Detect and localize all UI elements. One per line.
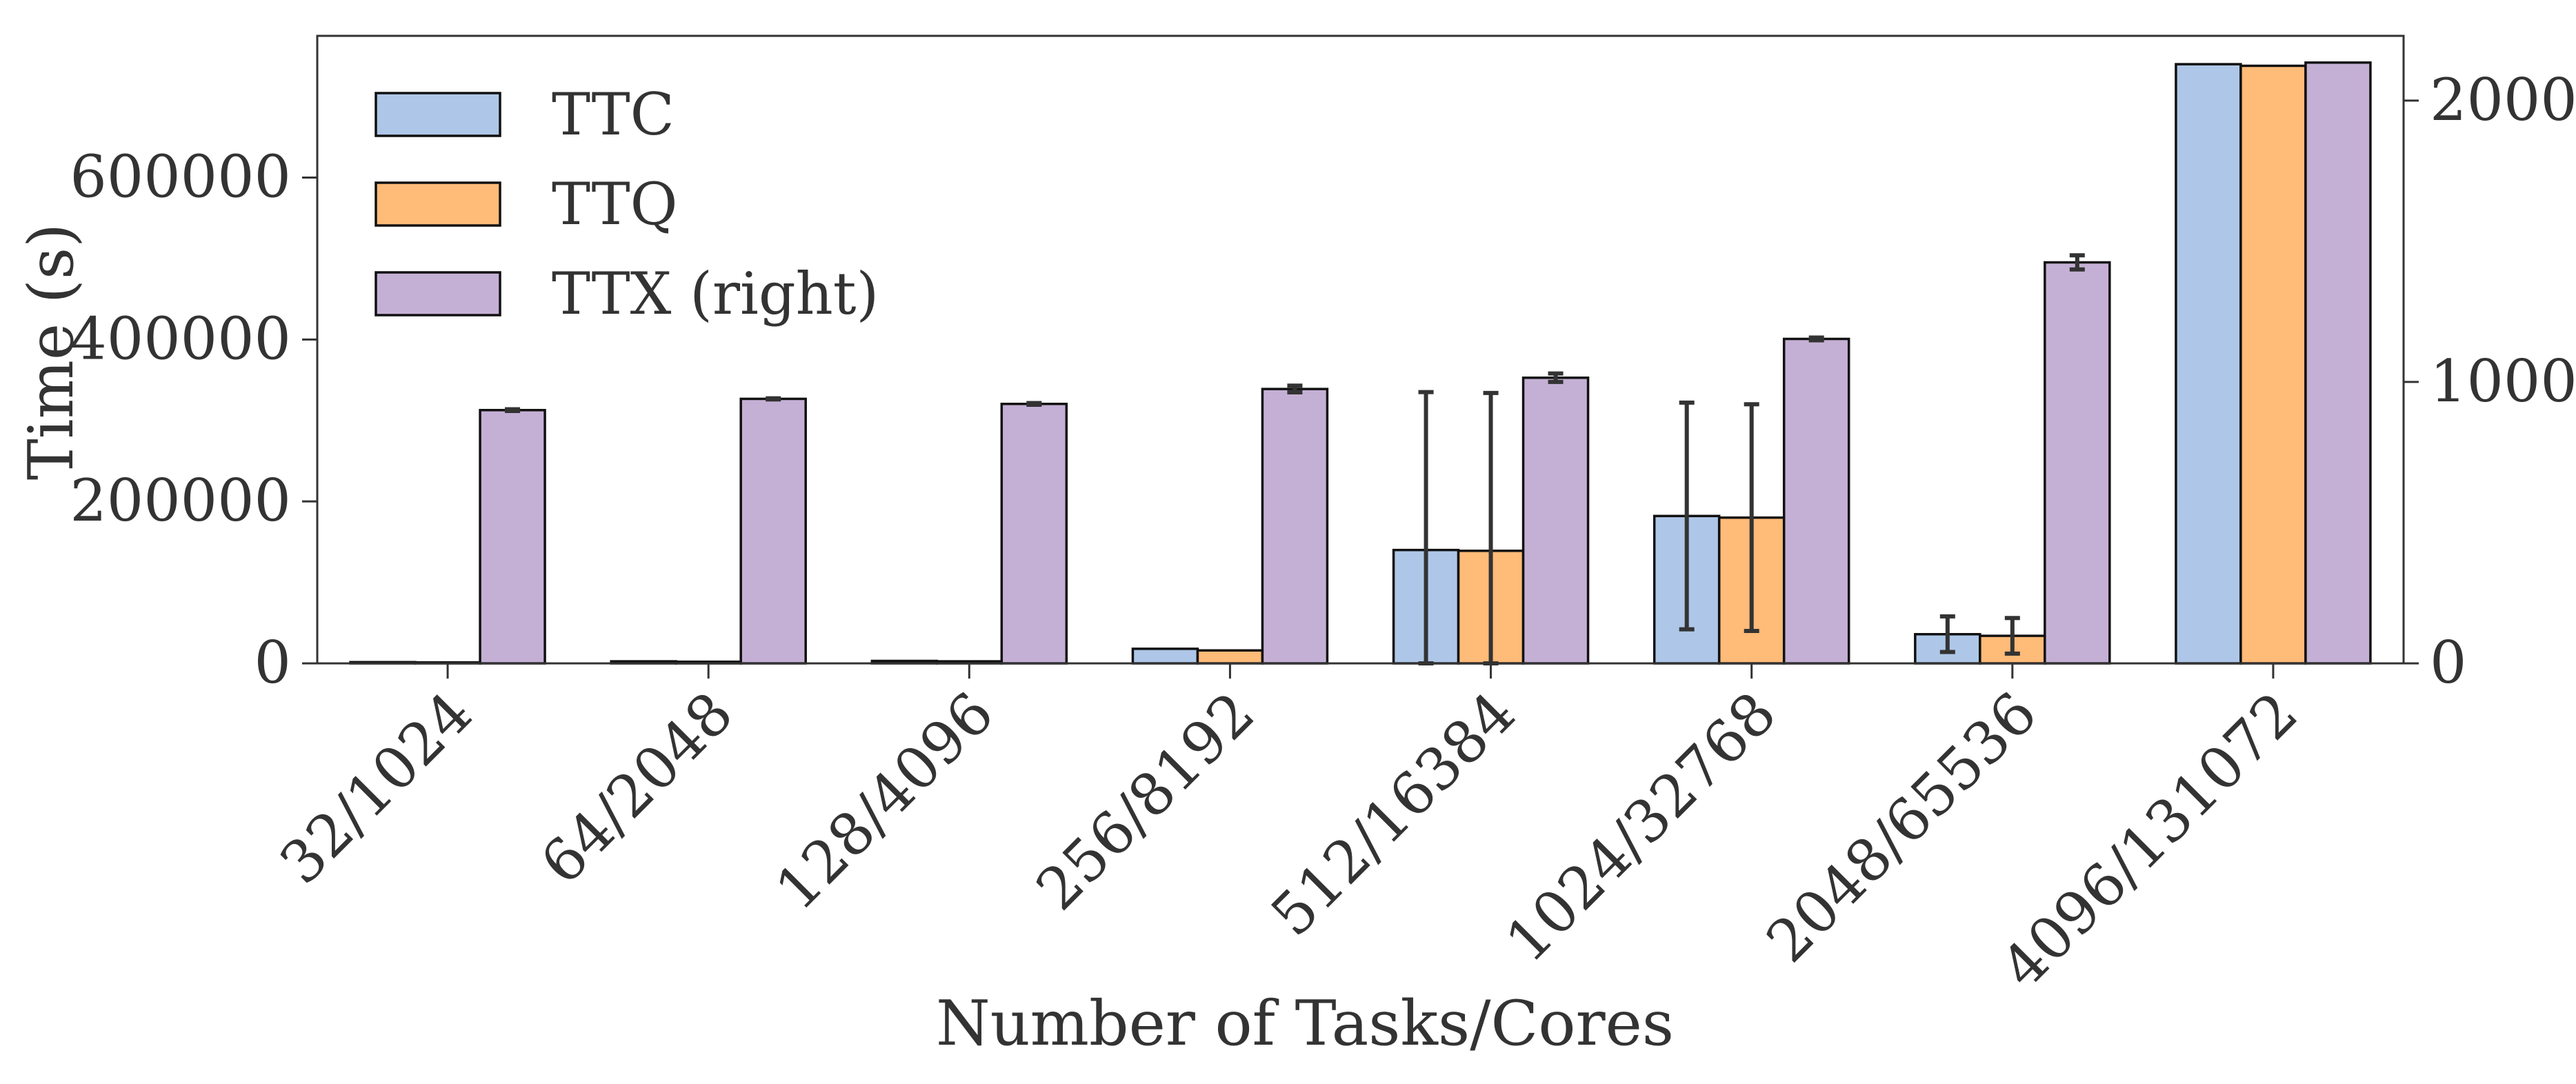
x-tick-label: 1024/32768 [1492,679,1788,975]
y-right-tick-label: 2000 [2430,66,2576,134]
bar-ttq-7 [2239,64,2307,665]
bar-ttx-4 [1521,377,1590,665]
y-left-tick-label: 200000 [70,467,291,534]
y-left-tick-label: 400000 [70,305,291,372]
axes-layer [316,34,2405,665]
legend: TTC TTQ TTX (right) [375,81,879,328]
bar-ttc-7 [2175,63,2242,665]
bar-ttx-2 [1000,403,1068,665]
plot-frame [316,34,2405,665]
legend-label-ttx: TTX (right) [552,260,879,328]
bar-ttx-5 [1782,337,1850,665]
x-axis-title: Number of Tasks/Cores [936,987,1674,1060]
x-tick-label: 32/1024 [267,679,485,897]
legend-label-ttc: TTC [552,81,675,148]
legend-swatch-ttc [375,92,501,137]
y-left-tick-label: 0 [254,629,291,696]
y-axis-title: Time (s) [15,223,88,480]
y-left-tick-label: 600000 [70,143,291,210]
x-tick-label: 512/16384 [1258,679,1528,950]
x-tick-label: 256/8192 [1024,679,1268,923]
y-right-tick-label: 0 [2430,629,2466,696]
bar-ttx-6 [2044,261,2111,665]
bar-ttx-1 [739,397,807,665]
y-right-tick-label: 1000 [2430,348,2576,415]
legend-swatch-ttq [375,181,501,227]
legend-swatch-ttx [375,271,501,317]
bar-ttx-0 [479,408,546,665]
bar-ttx-3 [1261,388,1329,665]
bar-ttx-7 [2304,61,2372,665]
bar-ttq-3 [1196,649,1264,665]
x-tick-label: 2048/65536 [1754,679,2050,975]
legend-label-ttq: TTQ [552,170,677,238]
x-tick-label: 128/4096 [763,679,1007,923]
bars-layer [349,61,2372,665]
bar-ttc-3 [1131,648,1199,665]
x-tick-label: 64/2048 [528,679,746,897]
